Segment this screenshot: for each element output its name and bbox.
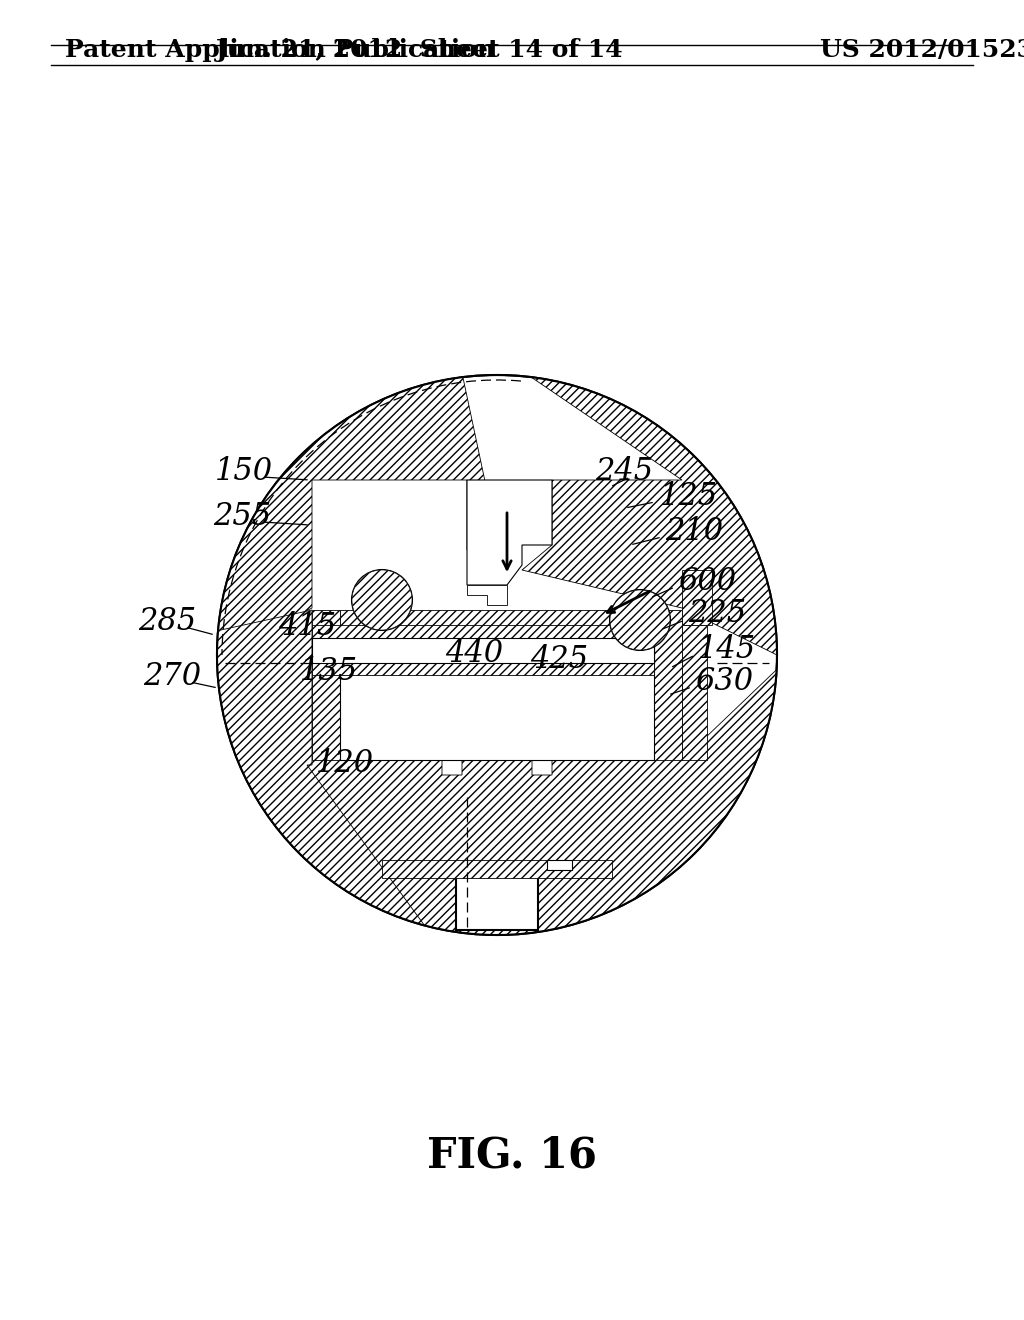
Circle shape	[217, 375, 777, 935]
Polygon shape	[467, 480, 552, 585]
Text: US 2012/0152386 A1: US 2012/0152386 A1	[820, 38, 1024, 62]
Text: 425: 425	[530, 644, 588, 675]
Bar	[456, 875, 538, 931]
Text: 630: 630	[695, 667, 753, 697]
Text: 150: 150	[215, 455, 273, 487]
Text: 255: 255	[213, 502, 271, 532]
Polygon shape	[382, 861, 612, 878]
Polygon shape	[522, 378, 777, 655]
Text: Patent Application Publication: Patent Application Publication	[65, 38, 496, 62]
Text: Jun. 21, 2012  Sheet 14 of 14: Jun. 21, 2012 Sheet 14 of 14	[216, 38, 624, 62]
Polygon shape	[467, 585, 507, 605]
Text: 120: 120	[316, 748, 374, 779]
Polygon shape	[352, 570, 412, 630]
Polygon shape	[632, 610, 682, 760]
Text: 440: 440	[445, 638, 503, 669]
Text: 145: 145	[698, 634, 756, 665]
Polygon shape	[682, 570, 712, 624]
Polygon shape	[547, 861, 572, 870]
Polygon shape	[340, 610, 654, 645]
Text: 225: 225	[688, 598, 746, 630]
Text: 125: 125	[660, 480, 718, 512]
Bar	[312, 638, 654, 663]
Text: 600: 600	[678, 566, 736, 597]
Text: 270: 270	[143, 661, 201, 692]
Polygon shape	[217, 669, 776, 935]
Polygon shape	[312, 610, 340, 760]
Circle shape	[352, 570, 412, 630]
Polygon shape	[217, 378, 507, 655]
Text: 415: 415	[278, 611, 336, 642]
Text: 245: 245	[595, 455, 653, 487]
Bar	[340, 645, 654, 760]
Text: FIG. 16: FIG. 16	[427, 1134, 597, 1176]
Polygon shape	[217, 610, 425, 925]
Circle shape	[610, 590, 670, 649]
Text: 285: 285	[138, 606, 197, 638]
Polygon shape	[682, 624, 707, 760]
Polygon shape	[312, 624, 654, 675]
Text: 210: 210	[665, 516, 723, 546]
Text: 135: 135	[300, 656, 358, 686]
Polygon shape	[610, 590, 670, 649]
